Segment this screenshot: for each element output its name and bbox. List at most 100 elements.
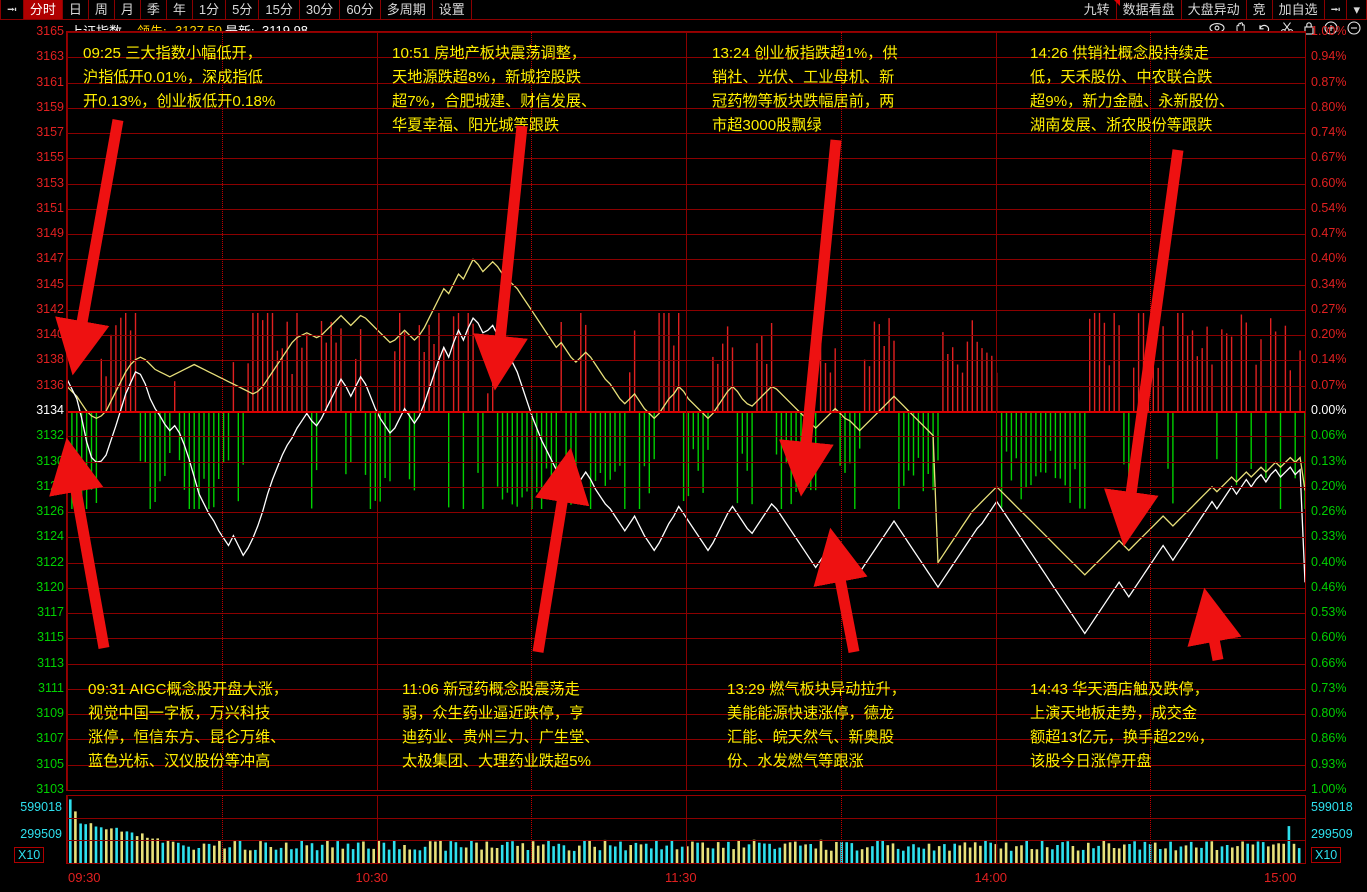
zoom-in-icon[interactable] xyxy=(1324,21,1338,35)
volume-bar xyxy=(866,847,869,863)
volume-bar xyxy=(1097,845,1100,863)
tab-month[interactable]: 月 xyxy=(115,0,141,19)
volume-bar xyxy=(794,841,797,863)
volume-bar xyxy=(1051,849,1054,863)
tab-year[interactable]: 年 xyxy=(167,0,193,19)
zoom-out-icon[interactable] xyxy=(1347,21,1361,35)
volume-chart[interactable] xyxy=(66,795,1306,864)
volume-bar xyxy=(310,843,314,863)
percent-tick-label: 0.27% xyxy=(1311,301,1347,316)
tab-week[interactable]: 周 xyxy=(89,0,115,19)
volume-bar xyxy=(490,847,494,863)
btn-add-watchlist[interactable]: 加自选 xyxy=(1273,0,1325,19)
volume-bar xyxy=(1220,846,1224,863)
new-badge-icon xyxy=(1113,0,1120,6)
volume-bar xyxy=(1200,847,1203,863)
btn-auction[interactable]: 竞 xyxy=(1247,0,1273,19)
volume-time-gridline xyxy=(686,796,687,863)
percent-tick-label: 0.40% xyxy=(1311,251,1347,266)
volume-bar xyxy=(850,843,854,863)
percent-tick-label: 0.94% xyxy=(1311,49,1347,64)
volume-bar xyxy=(788,842,792,863)
volume-time-gridline xyxy=(1150,796,1151,863)
annotation-1443: 14:43 华天酒店触及跌停， 上演天地板走势，成交金 额超13亿元，换手超22… xyxy=(1030,681,1214,770)
collapse-arrow[interactable]: ⭲ xyxy=(0,0,24,19)
time-axis: 09:30 10:30 11:30 14:00 15:00 xyxy=(0,866,1367,892)
volume-bar xyxy=(984,840,987,863)
tab-5min[interactable]: 5分 xyxy=(226,0,260,19)
price-gridline xyxy=(67,790,1305,791)
volume-bar xyxy=(886,845,890,863)
price-tick-label: 3151 xyxy=(36,200,64,215)
volume-bar xyxy=(675,849,679,863)
volume-bar xyxy=(69,799,72,863)
volume-label-top-left: 599018 xyxy=(20,800,62,814)
volume-bar xyxy=(953,843,956,863)
intraday-price-chart[interactable] xyxy=(66,31,1306,791)
volume-bar xyxy=(141,833,144,863)
volume-bar xyxy=(356,842,360,863)
percent-tick-label: 0.54% xyxy=(1311,200,1347,215)
volume-bar xyxy=(403,845,406,863)
volume-bar xyxy=(1195,847,1198,863)
tab-60min[interactable]: 60分 xyxy=(340,0,381,19)
price-tick-label: 3124 xyxy=(36,529,64,544)
volume-bar xyxy=(588,840,591,863)
volume-bar xyxy=(783,843,787,863)
price-tick-label: 3115 xyxy=(37,630,64,645)
volume-bar xyxy=(830,850,833,863)
price-tick-label: 3122 xyxy=(36,554,64,569)
volume-bar xyxy=(1056,845,1059,863)
volume-bar xyxy=(228,847,231,863)
btn-expand-arrow[interactable]: ⭲ xyxy=(1325,0,1348,19)
tab-quarter[interactable]: 季 xyxy=(141,0,167,19)
tab-multiperiod[interactable]: 多周期 xyxy=(381,0,433,19)
btn-data-board[interactable]: 数据看盘 xyxy=(1117,0,1182,19)
volume-bar xyxy=(670,840,674,863)
annotation-1051: 10:51 房地产板块震荡调整， 天地源跌超8%，新城控股跌 超7%，合肥城建、… xyxy=(392,45,597,134)
volume-bar xyxy=(722,847,725,863)
volume-bar xyxy=(418,850,422,863)
btn-jiuzhuan[interactable]: 九转 xyxy=(1078,0,1117,19)
volume-bar xyxy=(650,848,653,863)
lock-icon[interactable] xyxy=(1303,21,1315,35)
volume-time-gridline xyxy=(531,796,532,863)
volume-bar xyxy=(1225,845,1229,863)
volume-bar xyxy=(696,842,699,863)
price-tick-label: 3113 xyxy=(37,655,64,670)
volume-bar xyxy=(593,846,596,863)
volume-bar xyxy=(619,841,622,863)
price-tick-label: 3128 xyxy=(36,478,64,493)
btn-market-moves[interactable]: 大盘异动 xyxy=(1182,0,1247,19)
volume-bar xyxy=(1251,844,1255,863)
volume-bar xyxy=(922,848,926,863)
undo-icon[interactable] xyxy=(1257,22,1271,35)
volume-bar xyxy=(423,846,427,863)
tab-30min[interactable]: 30分 xyxy=(300,0,341,19)
volume-bar xyxy=(1153,842,1157,863)
tab-1min[interactable]: 1分 xyxy=(193,0,227,19)
volume-bar xyxy=(392,840,396,863)
volume-bar xyxy=(968,847,972,863)
percent-tick-label: 0.07% xyxy=(1311,377,1347,392)
volume-bar xyxy=(752,839,756,863)
volume-bar xyxy=(326,840,329,863)
volume-bar xyxy=(110,828,113,863)
volume-bar xyxy=(290,849,293,863)
percent-tick-label: 0.73% xyxy=(1311,680,1347,695)
tab-fenshi[interactable]: 分时 xyxy=(23,0,63,19)
price-tick-label: 3153 xyxy=(36,175,64,190)
price-tick-label: 3132 xyxy=(36,428,64,443)
tab-day[interactable]: 日 xyxy=(63,0,89,19)
volume-bar xyxy=(655,840,658,863)
price-tick-label: 3107 xyxy=(36,731,64,746)
volume-bar xyxy=(1179,846,1183,863)
tab-15min[interactable]: 15分 xyxy=(259,0,300,19)
volume-bar xyxy=(408,849,411,863)
btn-dropdown-caret[interactable]: ▾ xyxy=(1347,0,1367,19)
volume-bar xyxy=(279,847,283,863)
volume-bar xyxy=(572,850,576,863)
tab-settings[interactable]: 设置 xyxy=(433,0,472,19)
volume-bar xyxy=(603,839,607,863)
